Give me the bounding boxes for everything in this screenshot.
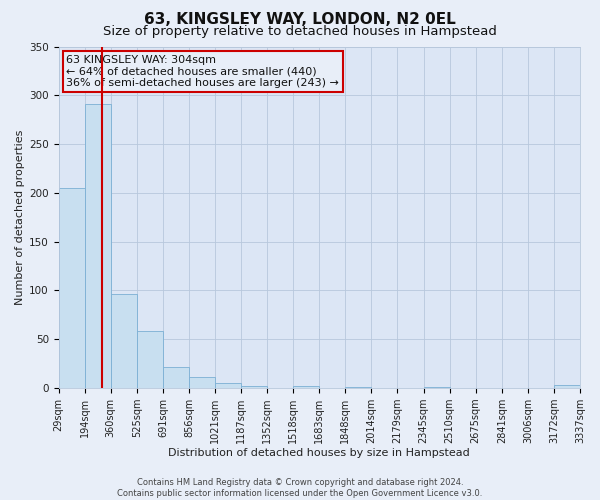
Bar (554, 385, 580, 388)
Bar (163, 368, 189, 388)
Bar (346, 387, 371, 388)
Bar (215, 383, 241, 388)
Y-axis label: Number of detached properties: Number of detached properties (15, 130, 25, 305)
Bar (111, 294, 137, 388)
Text: 63, KINGSLEY WAY, LONDON, N2 0EL: 63, KINGSLEY WAY, LONDON, N2 0EL (144, 12, 456, 28)
Bar (293, 386, 319, 388)
Text: Size of property relative to detached houses in Hampstead: Size of property relative to detached ho… (103, 25, 497, 38)
Bar (59, 188, 85, 388)
Bar (424, 387, 449, 388)
Bar (189, 378, 215, 388)
Text: 63 KINGSLEY WAY: 304sqm
← 64% of detached houses are smaller (440)
36% of semi-d: 63 KINGSLEY WAY: 304sqm ← 64% of detache… (67, 55, 340, 88)
Text: Contains HM Land Registry data © Crown copyright and database right 2024.
Contai: Contains HM Land Registry data © Crown c… (118, 478, 482, 498)
Bar (85, 104, 111, 388)
Bar (241, 386, 267, 388)
Bar (137, 332, 163, 388)
X-axis label: Distribution of detached houses by size in Hampstead: Distribution of detached houses by size … (169, 448, 470, 458)
